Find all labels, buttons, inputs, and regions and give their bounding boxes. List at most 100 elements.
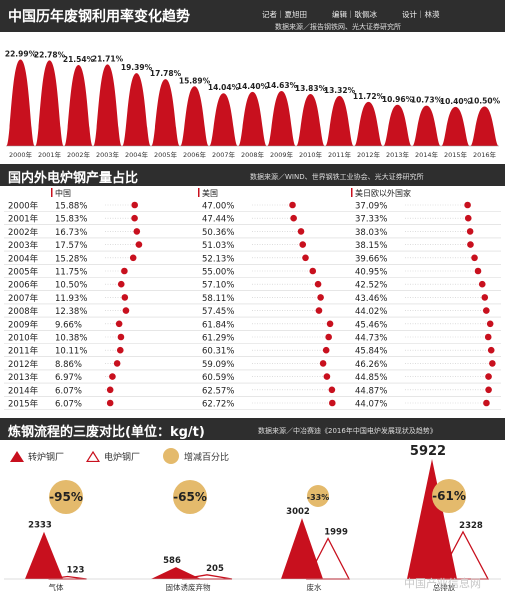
dot-value-label-2-12: 46.26% [355,360,387,370]
dot-value-label-2-1: 37.33% [355,215,387,225]
dot-chart-source: 数据来源／WIND、世界钢铁工业协会、光大证券研究所 [250,173,424,181]
dot-2-8 [483,307,490,314]
change-label-2: -33% [307,493,329,502]
bar-5 [151,79,180,146]
bar-14 [412,105,441,146]
dot-value-label-0-1: 15.83% [55,215,87,225]
waste-category-label-1: 固体诱废弃物 [166,582,211,592]
column-header-1: 美国 [202,188,218,198]
dot-value-label-1-2: 50.36% [202,228,234,238]
dot-value-label-1-13: 60.59% [202,373,234,383]
bar-value-label-6: 15.89% [179,76,211,85]
change-label-1: -65% [173,490,207,504]
dot-2-1 [464,214,472,222]
column-marker-0 [51,188,53,197]
bar-category-label-0: 2000年 [9,150,33,159]
bar-chart-area: 22.99% 2000年 22.78% 2001年 21.54% 2002年 21.71% 2… [0,32,505,164]
dot-0-2 [133,228,141,235]
dot-2-15 [483,399,490,407]
bar-category-label-12: 2012年 [357,150,381,159]
dot-value-label-2-14: 44.87% [355,386,387,396]
dot-chart-svg: 中国 美国 美日欧以外国家 2000年 15.88% 47.00% 37.09% 2001年 1… [4,188,501,410]
watermark: 中国产业信息网 [404,577,481,590]
bar-category-label-2: 2002年 [67,150,91,159]
converter-value-label-1: 586 [163,556,181,566]
bar-chart-svg: 22.99% 2000年 22.78% 2001年 21.54% 2002年 21.71% 2… [5,50,501,159]
electric-value-label-3: 2328 [459,521,483,531]
dot-value-label-1-5: 55.00% [202,268,234,278]
outline-triangle-icon [86,450,101,462]
waste-legend: 转炉钢厂 电炉钢厂 增减百分比 [10,447,251,465]
dot-1-8 [315,307,323,314]
legend-change: 增减百分比 [162,447,229,465]
dot-1-2 [297,228,305,235]
dot-1-10 [325,333,332,341]
dot-2-13 [485,373,492,380]
dot-value-label-0-15: 6.07% [55,400,82,410]
waste-chart-area: 2333 123 -95% 气体 586 205 -65% 固体诱废弃物 3002 1999 -33… [0,440,505,599]
dot-0-1 [131,214,138,222]
column-header-0: 中国 [55,188,71,198]
bar-category-label-6: 2006年 [183,150,207,159]
dot-2-7 [481,294,489,301]
converter-triangle-0 [25,531,63,579]
bar-16 [470,106,499,146]
dot-0-14 [106,386,114,394]
legend-converter-label: 转炉钢厂 [28,452,65,463]
bar-13 [383,104,412,146]
dot-2-6 [478,280,486,288]
dot-value-label-1-0: 47.00% [202,202,234,212]
dot-value-label-0-5: 11.75% [55,268,87,278]
waste-chart-svg: 2333 123 -95% 气体 586 205 -65% 固体诱废弃物 3002 1999 -33… [4,444,501,592]
converter-triangle-3 [407,459,457,579]
dot-value-label-2-4: 39.66% [355,254,387,264]
dot-1-3 [299,241,307,248]
dot-value-label-1-10: 61.29% [202,334,234,344]
row-year-label-9: 2009年 [8,319,39,330]
dot-value-label-1-15: 62.72% [202,400,234,410]
bar-chart-header: 中国历年废钢利用率变化趋势 [0,0,505,32]
dot-0-12 [113,360,121,367]
waste-chart-header: 炼钢流程的三废对比(单位：kg/t) [0,418,505,440]
dot-value-label-0-13: 6.97% [55,373,82,383]
dot-value-label-2-8: 44.02% [355,307,387,317]
legend-electric-label: 电炉钢厂 [104,452,141,463]
dot-chart-header: 国内外电炉钢产量占比 [0,164,505,186]
row-year-label-11: 2011年 [8,346,39,357]
electric-value-label-0: 123 [67,566,85,576]
waste-category-label-0: 气体 [49,582,64,592]
bar-value-label-12: 11.72% [353,92,385,101]
dot-1-7 [317,294,324,301]
gold-circle-icon [163,448,180,464]
bar-chart-title: 中国历年废钢利用率变化趋势 [8,9,190,25]
converter-value-label-3: 5922 [410,444,446,459]
bar-value-label-9: 14.63% [266,81,298,90]
row-year-label-15: 2015年 [8,399,39,410]
bar-10 [296,93,325,146]
dot-value-label-1-7: 58.11% [202,294,234,304]
dot-1-5 [309,267,317,275]
dot-value-label-0-3: 17.57% [55,241,87,251]
dot-value-label-0-7: 11.93% [55,294,87,304]
dot-value-label-1-9: 61.84% [202,320,234,330]
electric-value-label-1: 205 [206,564,224,574]
dot-value-label-2-11: 45.84% [355,347,387,357]
dot-value-label-1-3: 51.03% [202,241,234,251]
bar-category-label-16: 2016年 [473,150,497,159]
credit-reporter: 记者｜夏旭田 [262,10,307,19]
change-label-0: -95% [49,490,83,504]
bar-category-label-9: 2009年 [270,150,294,159]
dot-value-label-2-2: 38.03% [355,228,387,238]
row-year-label-3: 2003年 [8,240,39,251]
dot-value-label-1-6: 57.10% [202,281,234,291]
dot-value-label-2-7: 43.46% [355,294,387,304]
change-circle-2 [307,485,329,507]
bar-3 [93,64,122,146]
bar-value-label-2: 21.54% [63,55,95,64]
dot-2-14 [485,386,492,394]
bar-value-label-7: 14.04% [208,83,240,92]
bar-4 [122,73,151,146]
row-year-label-14: 2014年 [8,385,39,396]
bar-category-label-13: 2013年 [386,150,410,159]
dot-value-label-2-6: 42.52% [355,281,387,291]
